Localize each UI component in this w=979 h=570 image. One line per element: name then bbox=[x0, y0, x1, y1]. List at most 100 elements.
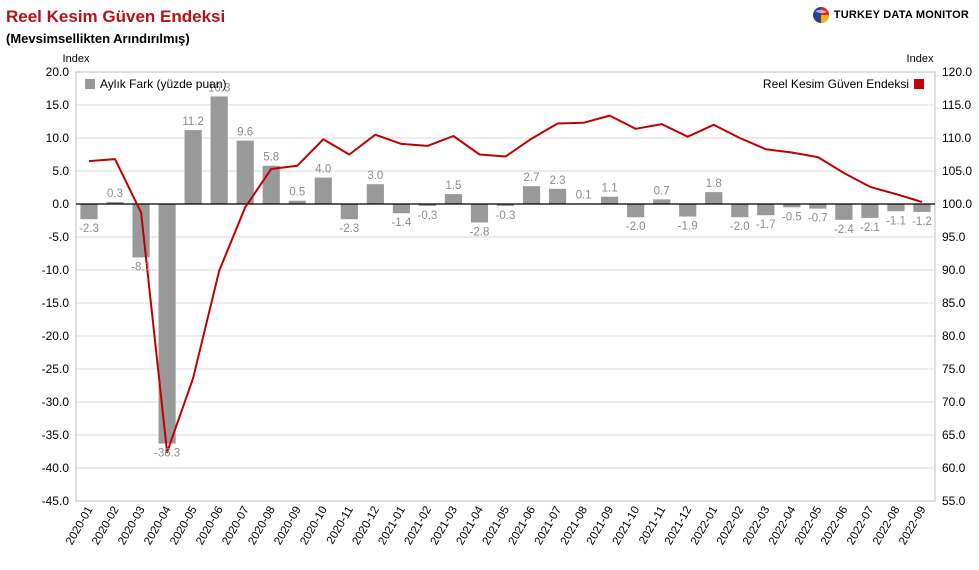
bar-value-label: -2.4 bbox=[834, 224, 854, 236]
bar-value-label: -8.1 bbox=[131, 261, 151, 273]
bar bbox=[913, 204, 931, 212]
left-tick-label: 5.0 bbox=[52, 164, 69, 178]
plot-frame bbox=[75, 71, 936, 502]
left-tick-label: -20.0 bbox=[42, 329, 70, 343]
bar-value-label: -1.1 bbox=[886, 215, 906, 227]
left-tick-label: 10.0 bbox=[46, 131, 70, 145]
bar-value-label: 4.0 bbox=[315, 164, 331, 176]
right-tick-label: 80.0 bbox=[942, 329, 966, 343]
bar-value-label: 2.3 bbox=[550, 175, 566, 187]
left-axis-title: Index bbox=[63, 53, 90, 65]
bar bbox=[731, 204, 749, 218]
brand-globe-icon bbox=[812, 7, 829, 23]
legend-swatch-line bbox=[914, 79, 924, 89]
right-tick-label: 55.0 bbox=[942, 494, 966, 508]
left-tick-label: -25.0 bbox=[42, 362, 70, 376]
bar bbox=[809, 204, 827, 209]
bar bbox=[601, 196, 619, 204]
brand-logo: TURKEY DATA MONITOR bbox=[812, 6, 969, 24]
left-tick-label: -35.0 bbox=[42, 428, 70, 442]
bar bbox=[262, 165, 280, 204]
bar bbox=[210, 96, 228, 204]
bar bbox=[418, 204, 436, 206]
bar bbox=[627, 204, 645, 218]
bar bbox=[470, 204, 489, 223]
right-tick-label: 75.0 bbox=[942, 362, 966, 376]
bar bbox=[835, 204, 853, 220]
bar-value-label: -2.3 bbox=[339, 223, 359, 235]
bar-value-label: -2.1 bbox=[860, 222, 880, 234]
bar-value-label: 9.6 bbox=[237, 127, 253, 139]
left-tick-label: -10.0 bbox=[42, 263, 70, 277]
bar bbox=[496, 204, 515, 206]
left-tick-label: 20.0 bbox=[46, 65, 70, 79]
bar-value-label: -2.8 bbox=[470, 226, 490, 238]
bar bbox=[314, 177, 332, 204]
bar bbox=[288, 200, 306, 204]
right-tick-label: 110.0 bbox=[942, 131, 971, 145]
bar-value-label: -36.3 bbox=[154, 448, 180, 460]
bar bbox=[444, 194, 463, 204]
bar bbox=[887, 204, 905, 212]
chart-title: Reel Kesim Güven Endeksi bbox=[6, 7, 226, 26]
bar-value-label: -0.3 bbox=[496, 210, 516, 222]
bar-value-label: -0.7 bbox=[808, 213, 828, 225]
left-tick-label: -45.0 bbox=[42, 494, 70, 508]
bar-value-label: -0.5 bbox=[782, 211, 802, 223]
bar-value-label: -2.0 bbox=[626, 221, 646, 233]
bar-value-label: -1.9 bbox=[678, 221, 698, 233]
chart-subtitle: (Mevsimsellikten Arındırılmış) bbox=[6, 31, 190, 46]
index-line bbox=[88, 114, 923, 454]
bar-value-label: -0.3 bbox=[417, 210, 437, 222]
bar bbox=[184, 130, 202, 204]
left-tick-label: -15.0 bbox=[42, 296, 70, 310]
bar bbox=[679, 204, 697, 217]
bar-value-label: -1.4 bbox=[391, 217, 411, 229]
right-tick-label: 65.0 bbox=[942, 428, 966, 442]
bar bbox=[653, 199, 671, 204]
bar bbox=[548, 188, 567, 204]
left-tick-label: -40.0 bbox=[42, 461, 70, 475]
legend-swatch-bar bbox=[85, 79, 95, 89]
right-tick-label: 60.0 bbox=[942, 461, 966, 475]
brand-name: TURKEY DATA MONITOR bbox=[833, 9, 969, 21]
left-tick-label: 15.0 bbox=[46, 98, 70, 112]
bar bbox=[158, 204, 176, 444]
bar bbox=[106, 202, 124, 204]
bar bbox=[861, 204, 879, 218]
right-tick-label: 120.0 bbox=[942, 65, 972, 79]
bar bbox=[366, 184, 384, 204]
bar-value-label: 5.8 bbox=[263, 152, 279, 164]
bar bbox=[705, 192, 723, 204]
bar-value-label: -2.0 bbox=[730, 221, 750, 233]
bar-value-label: -1.2 bbox=[912, 216, 932, 228]
bar bbox=[80, 204, 98, 220]
bar-value-label: 16.3 bbox=[208, 82, 230, 94]
right-tick-label: 100.0 bbox=[942, 197, 972, 211]
bar-value-label: 1.1 bbox=[602, 183, 618, 195]
bar-value-label: 11.2 bbox=[182, 116, 204, 128]
bar-value-label: 1.8 bbox=[706, 178, 722, 190]
right-tick-label: 70.0 bbox=[942, 395, 966, 409]
bar bbox=[392, 204, 410, 214]
legend-label-line: Reel Kesim Güven Endeksi bbox=[763, 77, 909, 91]
bar-value-label: 0.5 bbox=[289, 187, 305, 199]
bar bbox=[783, 204, 801, 208]
bar bbox=[236, 140, 254, 204]
right-tick-label: 95.0 bbox=[942, 230, 966, 244]
right-axis-title: Index bbox=[907, 53, 934, 65]
bar-value-label: -1.7 bbox=[756, 219, 776, 231]
left-tick-label: -30.0 bbox=[42, 395, 70, 409]
right-tick-label: 90.0 bbox=[942, 263, 966, 277]
left-tick-label: -5.0 bbox=[48, 230, 69, 244]
bar bbox=[340, 204, 358, 220]
bar-value-label: 0.1 bbox=[576, 189, 592, 201]
bar bbox=[522, 186, 541, 204]
right-tick-label: 105.0 bbox=[942, 164, 972, 178]
right-tick-label: 115.0 bbox=[942, 98, 971, 112]
bar-value-label: 1.5 bbox=[445, 180, 461, 192]
bar-value-label: 3.0 bbox=[367, 170, 383, 182]
bar-value-label: 0.7 bbox=[654, 185, 670, 197]
bar-value-label: 2.7 bbox=[524, 172, 540, 184]
